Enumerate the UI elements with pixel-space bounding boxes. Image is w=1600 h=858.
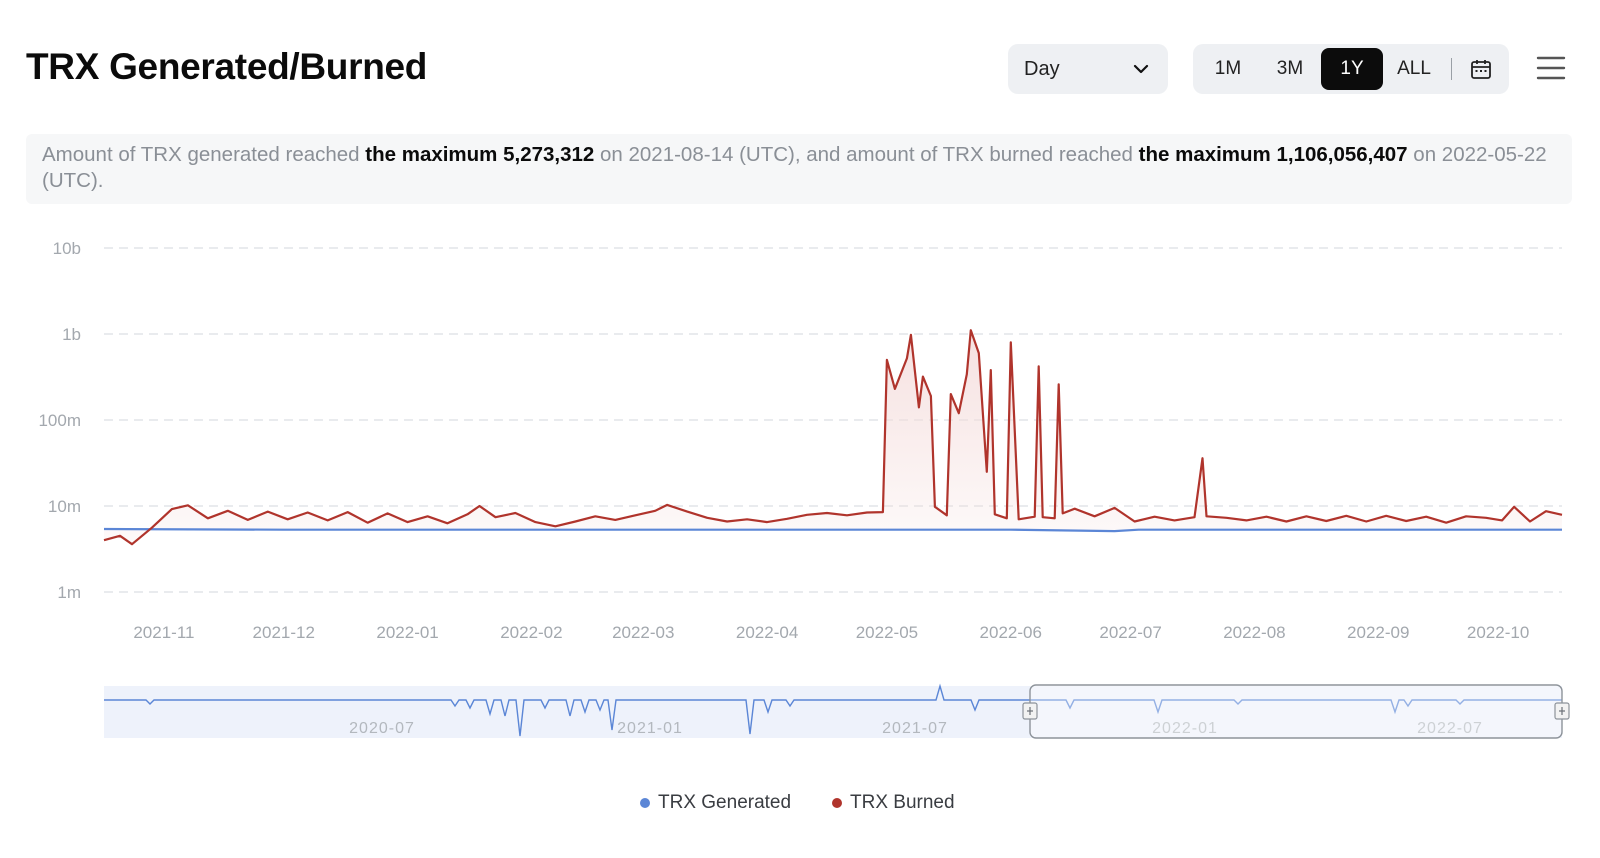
y-tick-label: 10m [48, 497, 81, 516]
navigator-tick-label: 2022-07 [1417, 720, 1483, 737]
x-tick-label: 2022-04 [736, 623, 798, 642]
summary-part-2: on 2021-08-14 (UTC), and amount of TRX b… [594, 143, 1139, 166]
navigator-tick-label: 2021-07 [882, 720, 948, 737]
range-button-3m[interactable]: 3M [1276, 58, 1304, 79]
y-tick-label: 100m [38, 411, 81, 430]
summary-generated-max: the maximum 5,273,312 [365, 143, 595, 166]
series-line-generated [103, 527, 1562, 533]
calendar-button[interactable] [1457, 48, 1505, 90]
calendar-icon [1471, 60, 1491, 79]
range-divider [1451, 58, 1452, 80]
interval-select[interactable]: Day [1008, 44, 1168, 94]
x-tick-label: 2022-01 [376, 623, 438, 642]
x-tick-label: 2021-11 [133, 623, 194, 642]
navigator-series-line [104, 683, 1562, 737]
x-tick-label: 2022-07 [1099, 623, 1161, 642]
summary-burned-max: the maximum 1,106,056,407 [1138, 143, 1408, 166]
legend-dot-burned [832, 798, 842, 808]
x-tick-label: 2022-05 [856, 623, 918, 642]
legend-label-burned: TRX Burned [850, 792, 955, 813]
chevron-down-icon [1133, 64, 1149, 74]
navigator-tick-label: 2022-01 [1152, 720, 1218, 737]
navigator-selection[interactable] [1029, 684, 1563, 739]
y-tick-label: 1m [57, 583, 81, 602]
series-line-burned [103, 329, 1563, 546]
x-tick-label: 2022-03 [612, 623, 674, 642]
navigator-tick-label: 2021-01 [617, 720, 683, 737]
interval-select-value: Day [1024, 57, 1060, 80]
legend-dot-generated [640, 798, 650, 808]
menu-icon[interactable] [1536, 54, 1566, 82]
summary-part-3: on 2022-05-22 (UTC). [42, 143, 1547, 192]
range-button-all[interactable]: ALL [1397, 58, 1431, 79]
legend-label-generated: TRX Generated [658, 792, 792, 813]
navigator-background [104, 686, 1562, 738]
x-tick-label: 2022-08 [1223, 623, 1285, 642]
range-button-1y[interactable]: 1Y [1321, 48, 1383, 90]
navigator-tick-label: 2020-07 [349, 720, 415, 737]
x-tick-label: 2022-02 [500, 623, 562, 642]
summary-text: Amount of TRX generated reached the maxi… [26, 134, 1572, 204]
legend-item-burned[interactable]: TRX Burned [832, 790, 955, 816]
legend-item-generated[interactable]: TRX Generated [640, 790, 791, 816]
x-tick-label: 2022-10 [1467, 623, 1529, 642]
x-tick-label: 2021-12 [253, 623, 315, 642]
x-tick-label: 2022-06 [980, 623, 1042, 642]
summary-part-1: Amount of TRX generated reached [42, 143, 366, 166]
time-range-selector: 1M 3M 1Y ALL [1193, 44, 1509, 94]
y-tick-label: 10b [53, 239, 81, 258]
range-button-1m[interactable]: 1M [1214, 58, 1242, 79]
series-area-burned [104, 330, 1562, 545]
x-tick-label: 2022-09 [1347, 623, 1409, 642]
page-title: TRX Generated/Burned [26, 46, 428, 87]
y-tick-label: 1b [62, 325, 81, 344]
